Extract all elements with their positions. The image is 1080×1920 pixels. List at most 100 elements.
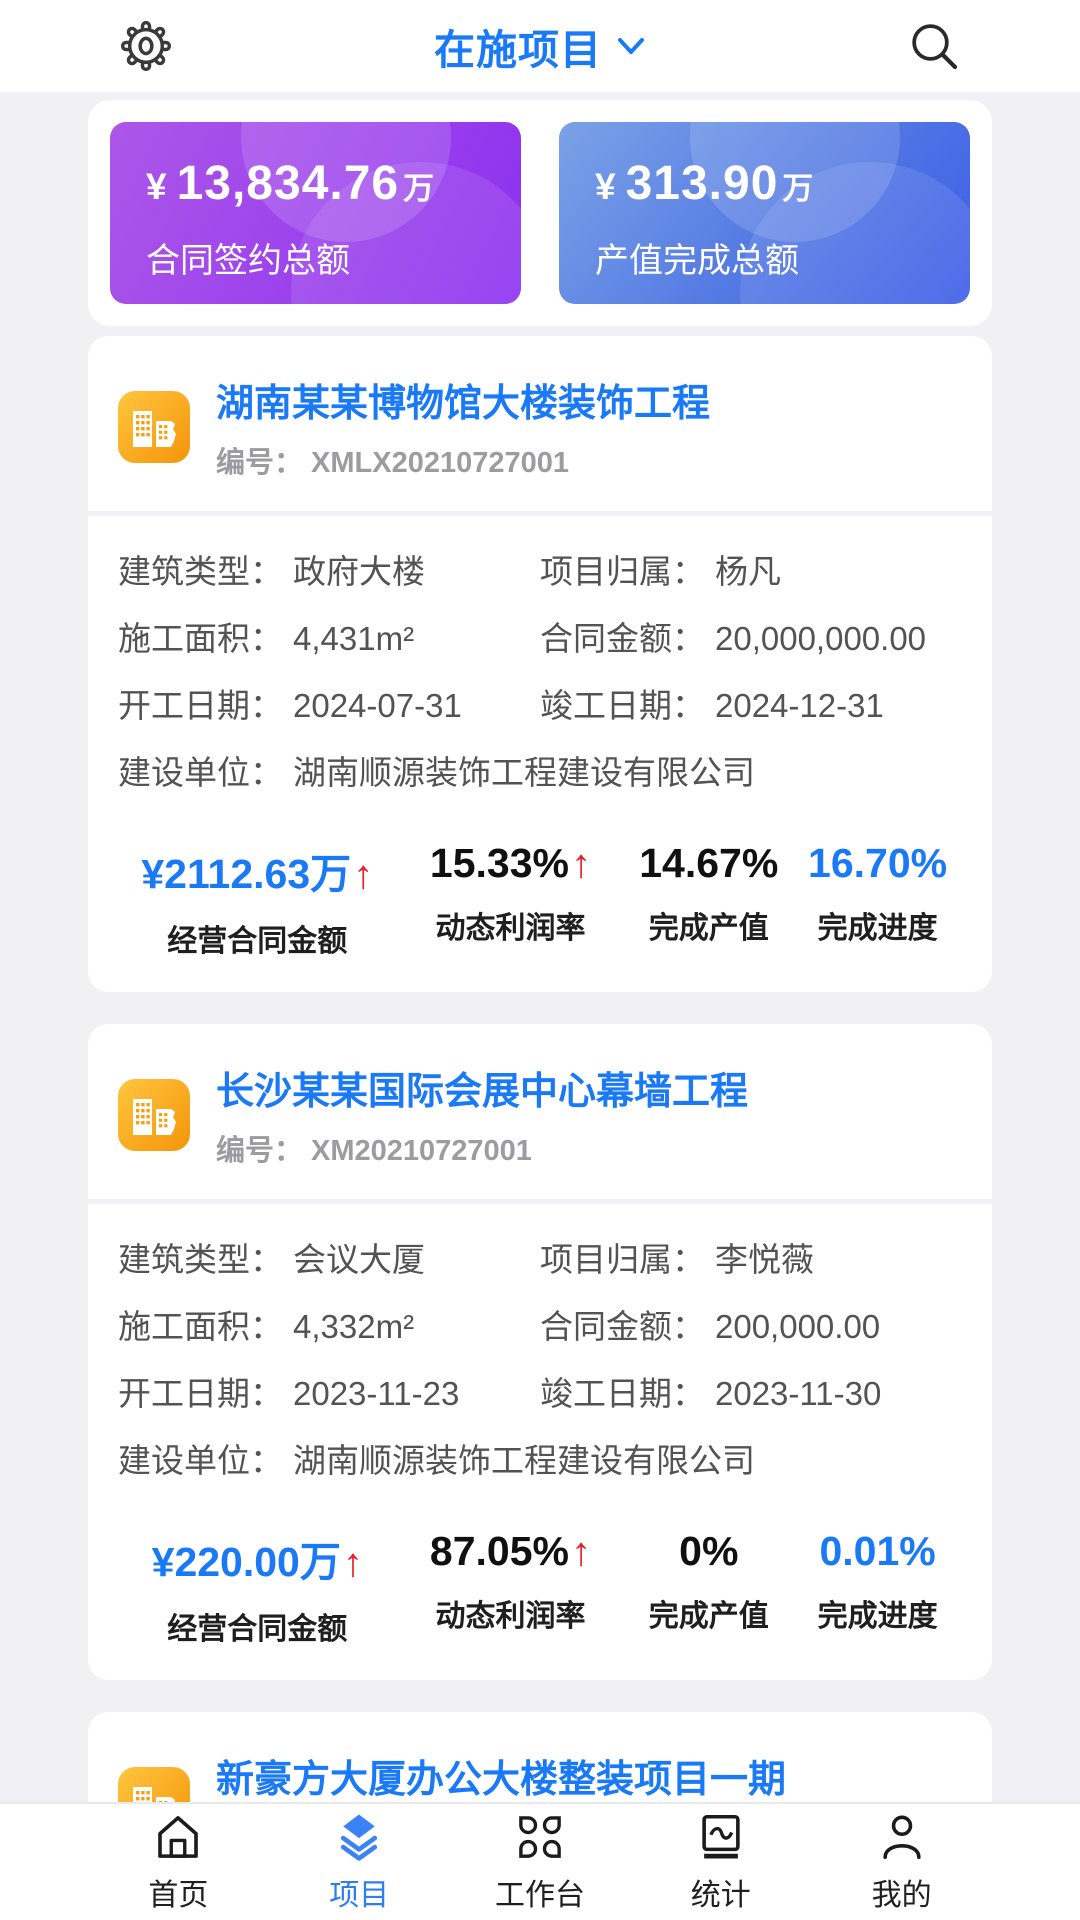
- stat-value: 0.01%: [819, 1528, 936, 1574]
- nav-projects[interactable]: 项目: [269, 1804, 450, 1920]
- field-label: 建设单位：: [118, 754, 283, 791]
- stat-value: 16.70%: [808, 840, 948, 886]
- field-value: 2023-11-23: [293, 1375, 460, 1412]
- detail-row: 建筑类型： 会议大厦 项目归属： 李悦薇: [118, 1226, 962, 1293]
- stat-value: ¥220.00万: [151, 1539, 341, 1585]
- project-details: 建筑类型： 会议大厦 项目归属： 李悦薇 施工面积： 4,332m² 合同金额： 200…: [88, 1204, 992, 1680]
- field-label: 建设单位：: [118, 1442, 283, 1479]
- chevron-down-icon[interactable]: [616, 35, 646, 57]
- field-value: 2024-12-31: [715, 687, 884, 724]
- stat-operating-amount: ¥2112.63万↑ 经营合同金额: [118, 840, 397, 960]
- amount-unit: 万: [782, 171, 814, 206]
- project-header[interactable]: 湖南某某博物馆大楼装饰工程 编号： XMLX20210727001: [88, 336, 992, 511]
- field-label: 项目归属：: [540, 1241, 705, 1278]
- nav-label: 工作台: [494, 1879, 585, 1912]
- field-label: 项目归属：: [540, 553, 705, 590]
- output-total-amount: ¥313.90 万: [595, 156, 970, 211]
- settings-gear-icon[interactable]: [118, 18, 174, 74]
- stat-output-done: 14.67% 完成产值: [624, 840, 793, 960]
- project-title[interactable]: 新豪方大厦办公大楼整装项目一期: [216, 1759, 787, 1801]
- field-value: 2024-07-31: [293, 687, 462, 724]
- field-label: 施工面积：: [118, 1308, 283, 1345]
- nav-label: 项目: [329, 1879, 390, 1912]
- bottom-nav: 首页 项目 工作台: [0, 1802, 1080, 1920]
- output-total-label: 产值完成总额: [595, 242, 799, 280]
- field-value: 李悦薇: [715, 1241, 814, 1278]
- stat-value: 15.33%: [429, 840, 569, 886]
- currency-symbol: ¥: [146, 166, 167, 207]
- detail-row: 施工面积： 4,332m² 合同金额： 200,000.00: [118, 1293, 962, 1360]
- project-stats: ¥2112.63万↑ 经营合同金额 15.33%↑ 动态利润率 14.67% 完…: [118, 840, 962, 960]
- projects-icon: [341, 1814, 378, 1861]
- building-icon: [118, 390, 190, 463]
- building-icon: [118, 1078, 190, 1151]
- contract-total-label: 合同签约总额: [146, 242, 350, 280]
- up-arrow-icon: ↑: [342, 1541, 363, 1585]
- code-value: XMLX20210727001: [311, 447, 569, 479]
- detail-row: 建设单位： 湖南顺源装饰工程建设有限公司: [118, 1427, 962, 1494]
- contract-total-card[interactable]: ¥13,834.76 万 合同签约总额: [110, 122, 521, 304]
- code-label: 编号：: [216, 1135, 304, 1167]
- field-value: 湖南顺源装饰工程建设有限公司: [293, 1442, 755, 1479]
- stat-label: 完成进度: [817, 912, 938, 945]
- field-value: 20,000,000.00: [715, 620, 927, 657]
- project-card[interactable]: 长沙某某国际会展中心幕墙工程 编号： XM20210727001 建筑类型： 会议大…: [88, 1024, 992, 1680]
- up-arrow-icon: ↑: [570, 1530, 591, 1574]
- nav-profile[interactable]: 我的: [811, 1804, 992, 1920]
- currency-symbol: ¥: [595, 166, 616, 207]
- project-title[interactable]: 湖南某某博物馆大楼装饰工程: [216, 383, 711, 425]
- stat-value: ¥2112.63万: [141, 851, 352, 897]
- page-title[interactable]: 在施项目: [434, 27, 602, 73]
- stat-label: 动态利润率: [435, 912, 586, 945]
- stat-output-done: 0% 完成产值: [624, 1528, 793, 1648]
- field-label: 建筑类型：: [118, 553, 283, 590]
- stat-value: 0%: [679, 1528, 739, 1574]
- search-icon[interactable]: [906, 18, 962, 74]
- nav-stats[interactable]: 统计: [630, 1804, 811, 1920]
- stats-icon: [702, 1814, 740, 1859]
- nav-workbench[interactable]: 工作台: [450, 1804, 631, 1920]
- stat-operating-amount: ¥220.00万↑ 经营合同金额: [118, 1528, 397, 1648]
- code-value: XM20210727001: [311, 1135, 532, 1167]
- project-code: 编号： XMLX20210727001: [216, 439, 710, 481]
- detail-row: 开工日期： 2023-11-23 竣工日期： 2023-11-30: [118, 1360, 962, 1427]
- field-label: 建筑类型：: [118, 1241, 283, 1278]
- field-value: 200,000.00: [715, 1308, 881, 1345]
- project-stats: ¥220.00万↑ 经营合同金额 87.05%↑ 动态利润率 0% 完成产值 0…: [118, 1528, 962, 1648]
- nav-label: 首页: [148, 1879, 209, 1912]
- field-label: 开工日期：: [118, 1375, 283, 1412]
- field-label: 合同金额：: [540, 1308, 705, 1345]
- top-bar: 在施项目: [0, 0, 1080, 92]
- contract-total-amount: ¥13,834.76 万: [146, 156, 521, 211]
- project-title[interactable]: 长沙某某国际会展中心幕墙工程: [216, 1071, 749, 1113]
- up-arrow-icon: ↑: [570, 842, 591, 886]
- field-value: 会议大厦: [293, 1241, 425, 1278]
- code-label: 编号：: [216, 447, 304, 479]
- output-total-card[interactable]: ¥313.90 万 产值完成总额: [559, 122, 970, 304]
- project-header[interactable]: 长沙某某国际会展中心幕墙工程 编号： XM20210727001: [88, 1024, 992, 1199]
- stat-value: 14.67%: [639, 840, 779, 886]
- field-label: 竣工日期：: [540, 687, 705, 724]
- field-label: 竣工日期：: [540, 1375, 705, 1412]
- field-value: 4,332m²: [293, 1308, 415, 1345]
- nav-label: 我的: [871, 1879, 932, 1912]
- nav-home[interactable]: 首页: [88, 1804, 269, 1920]
- project-details: 建筑类型： 政府大楼 项目归属： 杨凡 施工面积： 4,431m² 合同金额： 20,0…: [88, 516, 992, 992]
- stat-profit-rate: 87.05%↑ 动态利润率: [397, 1528, 625, 1648]
- field-label: 施工面积：: [118, 620, 283, 657]
- stat-label: 经营合同金额: [167, 1613, 348, 1646]
- field-value: 政府大楼: [293, 553, 425, 590]
- stat-label: 动态利润率: [435, 1600, 586, 1633]
- detail-row: 建设单位： 湖南顺源装饰工程建设有限公司: [118, 739, 962, 806]
- project-card[interactable]: 湖南某某博物馆大楼装饰工程 编号： XMLX20210727001 建筑类型： 政府…: [88, 336, 992, 992]
- amount-value: 313.90: [625, 157, 779, 210]
- field-value: 湖南顺源装饰工程建设有限公司: [293, 754, 755, 791]
- home-icon: [158, 1816, 199, 1858]
- field-value: 杨凡: [715, 553, 781, 590]
- stat-progress: 0.01% 完成进度: [793, 1528, 962, 1648]
- up-arrow-icon: ↑: [353, 853, 374, 897]
- profile-icon: [882, 1815, 921, 1860]
- field-label: 合同金额：: [540, 620, 705, 657]
- stat-progress: 16.70% 完成进度: [793, 840, 962, 960]
